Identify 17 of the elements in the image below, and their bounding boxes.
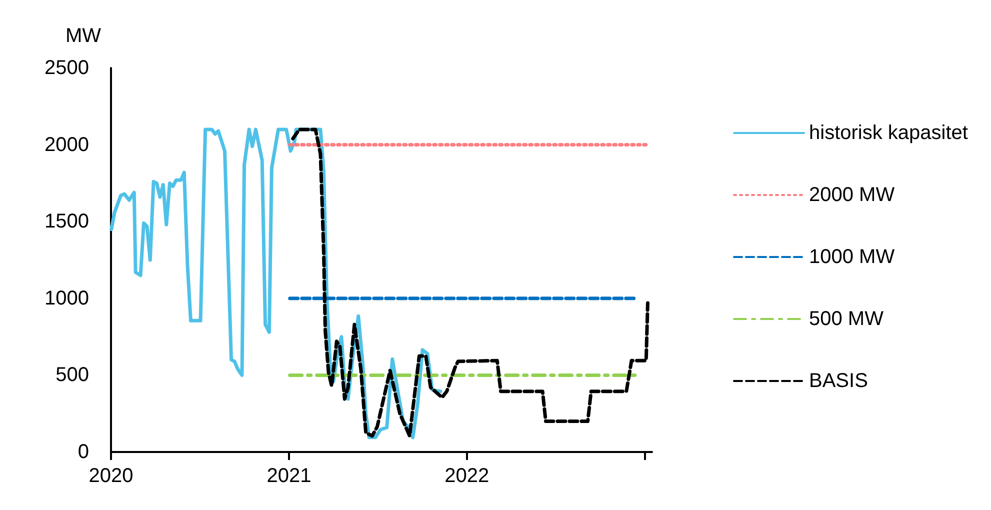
legend-label: historisk kapasitet [809, 122, 968, 144]
legend-label: 2000 MW [809, 184, 895, 206]
legend-label: 1000 MW [809, 246, 895, 268]
y-tick-label: 1500 [44, 210, 89, 233]
x-tick-label: 2021 [266, 465, 312, 487]
y-tick-label: 1000 [44, 287, 89, 310]
line-series [291, 128, 650, 438]
x-tick-label: 2022 [444, 465, 490, 487]
y-tick-label: 2000 [44, 134, 89, 156]
x-tick-label: 2020 [88, 465, 134, 487]
legend-label: 500 MW [809, 308, 884, 330]
y-tick-label: 0 [78, 441, 89, 463]
y-axis-title: MW [65, 25, 102, 47]
legend-label: BASIS [809, 370, 868, 392]
y-tick-label: 500 [56, 364, 89, 386]
line-series [110, 128, 442, 440]
y-tick-label: 2500 [44, 57, 89, 79]
